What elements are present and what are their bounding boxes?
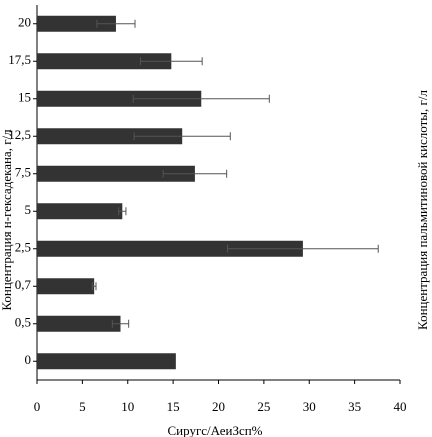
x-tick-label: 5: [79, 399, 86, 414]
error-bar: [133, 132, 231, 141]
y2-axis-label: Концентрация пальмитиновой кислоты, г/л: [415, 90, 430, 330]
y-tick-label: 15: [18, 90, 31, 105]
x-tick-label: 35: [348, 399, 361, 414]
bar: [37, 53, 172, 70]
bar: [37, 240, 303, 257]
error-bar: [118, 207, 127, 216]
error-bar: [96, 19, 136, 28]
error-bar: [111, 319, 130, 328]
y-tick-label: 12,5: [8, 127, 31, 142]
x-axis-label: Сиругс/АеиЗсп%: [167, 423, 262, 437]
y-tick-label: 17,5: [8, 52, 31, 67]
y-tick-label: 0: [25, 352, 32, 367]
y-axis-label: Концентрация н-гексадекана, г/л: [0, 129, 14, 311]
bar: [37, 203, 123, 220]
error-bar: [132, 94, 270, 103]
error-bar: [227, 244, 379, 253]
error-bar: [91, 282, 97, 291]
y-tick-label: 7,5: [15, 165, 31, 180]
bar: [37, 128, 183, 145]
bar: [37, 15, 116, 32]
x-tick-label: 0: [34, 399, 41, 414]
y-tick-label: 0,5: [15, 315, 31, 330]
y-tick-label: 2,5: [15, 240, 31, 255]
bar: [37, 353, 176, 370]
x-tick-label: 15: [167, 399, 180, 414]
error-bar: [162, 169, 228, 178]
y-tick-label: 0,7: [15, 277, 32, 292]
x-tick-label: 20: [212, 399, 225, 414]
x-tick-label: 10: [121, 399, 134, 414]
bar: [37, 165, 195, 182]
error-bar: [139, 57, 203, 66]
x-tick-label: 30: [303, 399, 316, 414]
y-tick-label: 5: [25, 202, 32, 217]
y-tick-label: 20: [18, 15, 31, 30]
x-tick-label: 25: [257, 399, 270, 414]
x-tick-label: 40: [394, 399, 407, 414]
bar: [37, 278, 95, 295]
bar: [37, 90, 202, 107]
bar: [37, 315, 121, 332]
